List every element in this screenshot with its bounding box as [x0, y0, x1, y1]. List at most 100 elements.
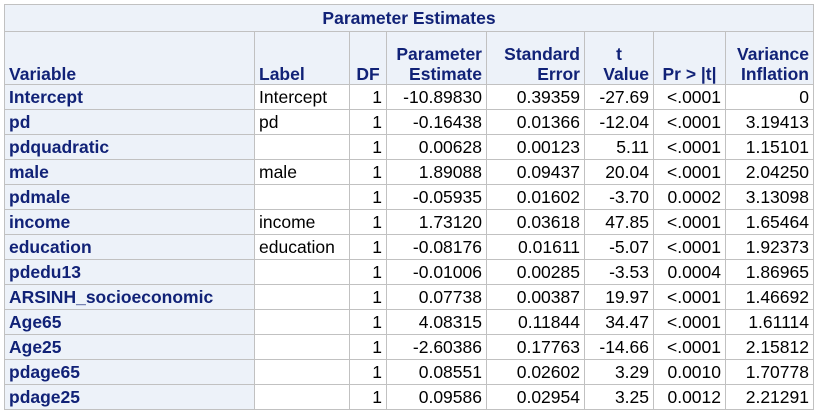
row-label	[254, 309, 350, 335]
row-df: 1	[349, 84, 387, 110]
row-variance-inflation: 2.15812	[725, 334, 814, 360]
row-estimate: -0.16438	[386, 109, 487, 135]
row-variable: Age25	[4, 334, 255, 360]
header-tvalue-line-2: Value	[603, 64, 649, 84]
header-variable-line-1: Variable	[9, 64, 77, 84]
row-variance-inflation: 1.46692	[725, 284, 814, 310]
header-vif: Variance Inflation	[725, 31, 814, 85]
row-label: income	[254, 209, 350, 235]
table-row: ARSINH_socioeconomic 1 0.07738 0.00387 19.97…	[4, 284, 814, 310]
row-df: 1	[349, 334, 387, 360]
row-variance-inflation: 1.65464	[725, 209, 814, 235]
row-stderr: 0.39359	[486, 84, 585, 110]
table-row: income income 1 1.73120 0.03618 47.85 <.0001 1.…	[4, 209, 814, 235]
row-p-value: <.0001	[653, 234, 726, 260]
header-estimate-line-1: Parameter	[396, 44, 482, 64]
row-variable: income	[4, 209, 255, 235]
table-row: pd pd 1 -0.16438 0.01366 -12.04 <.0001 3.19413	[4, 109, 814, 135]
row-estimate: 0.08551	[386, 359, 487, 385]
row-variable: education	[4, 234, 255, 260]
row-label	[254, 359, 350, 385]
row-t-value: -14.66	[584, 334, 654, 360]
row-label	[254, 259, 350, 285]
row-stderr: 0.02602	[486, 359, 585, 385]
row-variable: Age65	[4, 309, 255, 335]
row-label	[254, 284, 350, 310]
row-variable: pdage65	[4, 359, 255, 385]
column-header-row: Variable Label DF Parameter Estimate Sta…	[4, 31, 814, 85]
row-t-value: -3.53	[584, 259, 654, 285]
row-t-value: -27.69	[584, 84, 654, 110]
row-t-value: 34.47	[584, 309, 654, 335]
row-variance-inflation: 3.19413	[725, 109, 814, 135]
row-variable: Intercept	[4, 84, 255, 110]
row-stderr: 0.02954	[486, 384, 585, 410]
row-p-value: <.0001	[653, 84, 726, 110]
row-variance-inflation: 1.70778	[725, 359, 814, 385]
row-df: 1	[349, 134, 387, 160]
row-stderr: 0.09437	[486, 159, 585, 185]
row-variable: male	[4, 159, 255, 185]
row-variable: ARSINH_socioeconomic	[4, 284, 255, 310]
row-p-value: <.0001	[653, 334, 726, 360]
row-t-value: 3.25	[584, 384, 654, 410]
row-label: Intercept	[254, 84, 350, 110]
row-variable: pd	[4, 109, 255, 135]
header-estimate: Parameter Estimate	[386, 31, 487, 85]
row-df: 1	[349, 209, 387, 235]
row-df: 1	[349, 284, 387, 310]
table-row: pdage65 1 0.08551 0.02602 3.29 0.0010 1.70778	[4, 359, 814, 385]
row-label	[254, 384, 350, 410]
header-pvalue-line-1: Pr > |t|	[662, 64, 717, 84]
header-df-line-1: DF	[356, 64, 380, 84]
header-df: DF	[349, 31, 387, 85]
row-p-value: <.0001	[653, 309, 726, 335]
table-row: education education 1 -0.08176 0.01611 -5.07 <…	[4, 234, 814, 260]
row-variance-inflation: 1.61114	[725, 309, 814, 335]
row-t-value: 20.04	[584, 159, 654, 185]
header-tvalue-line-1: t	[616, 44, 622, 64]
row-label	[254, 134, 350, 160]
row-t-value: 47.85	[584, 209, 654, 235]
row-stderr: 0.01366	[486, 109, 585, 135]
table-row: Intercept Intercept 1 -10.89830 0.39359 -27.6…	[4, 84, 814, 110]
row-stderr: 0.00285	[486, 259, 585, 285]
row-variable: pdquadratic	[4, 134, 255, 160]
row-df: 1	[349, 259, 387, 285]
row-estimate: -2.60386	[386, 334, 487, 360]
row-t-value: -12.04	[584, 109, 654, 135]
row-variance-inflation: 2.04250	[725, 159, 814, 185]
row-stderr: 0.00123	[486, 134, 585, 160]
row-estimate: 1.89088	[386, 159, 487, 185]
header-label: Label	[254, 31, 350, 85]
row-df: 1	[349, 359, 387, 385]
row-p-value: <.0001	[653, 284, 726, 310]
row-t-value: 19.97	[584, 284, 654, 310]
header-pvalue: Pr > |t|	[653, 31, 726, 85]
table-row: Age65 1 4.08315 0.11844 34.47 <.0001 1.61114	[4, 309, 814, 335]
row-estimate: 1.73120	[386, 209, 487, 235]
row-estimate: -0.01006	[386, 259, 487, 285]
row-label: pd	[254, 109, 350, 135]
table-row: male male 1 1.89088 0.09437 20.04 <.0001 2.0425…	[4, 159, 814, 185]
header-tvalue: t Value	[584, 31, 654, 85]
row-label: education	[254, 234, 350, 260]
row-p-value: 0.0002	[653, 184, 726, 210]
row-p-value: 0.0012	[653, 384, 726, 410]
row-variance-inflation: 1.15101	[725, 134, 814, 160]
table-row: pdage25 1 0.09586 0.02954 3.25 0.0012 2.21291	[4, 384, 814, 410]
row-df: 1	[349, 159, 387, 185]
table-row: pdmale 1 -0.05935 0.01602 -3.70 0.0002 3.13098	[4, 184, 814, 210]
row-stderr: 0.11844	[486, 309, 585, 335]
row-variable: pdedu13	[4, 259, 255, 285]
header-label-line-1: Label	[259, 64, 305, 84]
table-row: Age25 1 -2.60386 0.17763 -14.66 <.0001 2.15812	[4, 334, 814, 360]
row-variance-inflation: 1.92373	[725, 234, 814, 260]
row-estimate: 0.09586	[386, 384, 487, 410]
row-label: male	[254, 159, 350, 185]
row-estimate: 4.08315	[386, 309, 487, 335]
row-p-value: <.0001	[653, 134, 726, 160]
row-variable: pdage25	[4, 384, 255, 410]
table-row: pdquadratic 1 0.00628 0.00123 5.11 <.0001 1.15…	[4, 134, 814, 160]
row-variance-inflation: 1.86965	[725, 259, 814, 285]
